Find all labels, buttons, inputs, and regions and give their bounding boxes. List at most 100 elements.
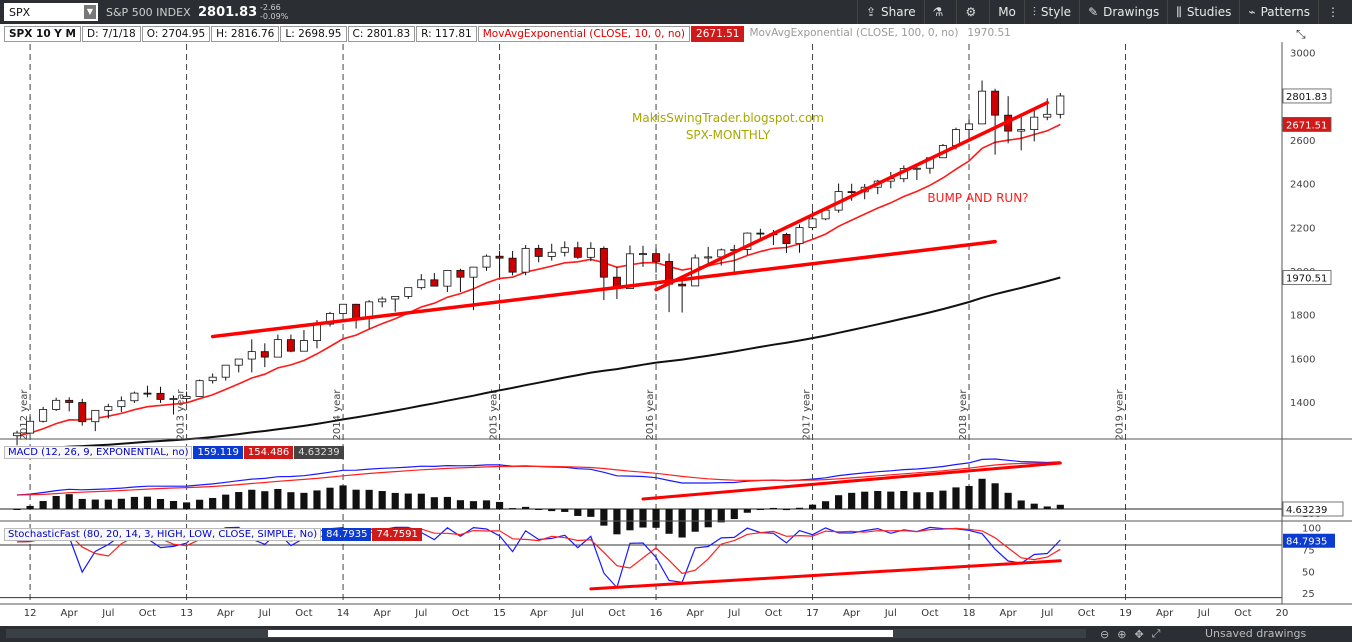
- year-label: 2019 year: [1115, 389, 1126, 441]
- macd-value-tag-text: 4.63239: [1286, 505, 1327, 516]
- macd-histogram-bar: [482, 500, 491, 509]
- scrollbar-thumb[interactable]: [268, 630, 893, 637]
- info-low: L: 2698.95: [280, 25, 347, 42]
- year-label: 2016 year: [645, 389, 656, 441]
- macd-study-label[interactable]: MACD (12, 26, 9, EXPONENTIAL, no): [4, 445, 193, 459]
- trendlines-layer: [210, 100, 1050, 339]
- candle-body-up: [912, 167, 921, 170]
- candle: [573, 241, 582, 259]
- macd-histogram-bar: [808, 504, 817, 509]
- fit-icon[interactable]: ⤢: [1151, 627, 1161, 640]
- macd-histogram-bar: [1017, 500, 1025, 509]
- macd-histogram-bar: [65, 494, 73, 509]
- studies-button[interactable]: ⫼ Studies: [1167, 0, 1239, 24]
- stoch-study-label[interactable]: StochasticFast (80, 20, 14, 3, HIGH, LOW…: [4, 527, 322, 541]
- time-tick-label: 19: [1119, 608, 1132, 619]
- candle: [208, 373, 217, 384]
- candle: [704, 246, 713, 264]
- candle-body-up: [625, 253, 634, 289]
- candle-body-down: [495, 255, 504, 259]
- macd-histogram-bar: [861, 491, 869, 509]
- time-tick-label: 17: [806, 608, 819, 619]
- more-icon: ⋮: [1327, 5, 1339, 19]
- style-label: Style: [1040, 5, 1072, 19]
- candle: [652, 248, 661, 273]
- candle: [52, 397, 61, 412]
- candle-body-up: [326, 313, 335, 325]
- stoch-tick-label: 25: [1302, 589, 1315, 600]
- candle: [182, 391, 191, 403]
- unsaved-drawings-label[interactable]: Unsaved drawings: [1205, 627, 1307, 640]
- year-label: 2014 year: [332, 389, 343, 441]
- chevron-down-icon[interactable]: ▼: [84, 5, 96, 19]
- zoom-in-icon[interactable]: ⊕: [1117, 627, 1127, 641]
- time-scrollbar[interactable]: [6, 629, 1086, 638]
- zoom-out-icon[interactable]: ⊖: [1100, 627, 1110, 641]
- time-tick-label: 12: [24, 608, 37, 619]
- change-percent: -0.09%: [260, 12, 289, 21]
- candle-body-up: [182, 395, 191, 399]
- candle-body-up: [417, 279, 426, 289]
- pan-icon[interactable]: ✥: [1134, 627, 1144, 641]
- candle: [508, 250, 517, 276]
- candle: [378, 296, 387, 308]
- candle: [326, 311, 335, 327]
- candle: [586, 242, 595, 262]
- macd-histogram-bar: [717, 509, 725, 523]
- time-tick-label: Apr: [999, 608, 1017, 619]
- candle-body-down: [508, 257, 517, 273]
- candle: [78, 398, 87, 426]
- candle: [130, 391, 139, 403]
- style-button[interactable]: ⫶ Style: [1023, 0, 1079, 24]
- time-tick-label: Jul: [1040, 608, 1053, 619]
- drawings-button[interactable]: ✎ Drawings: [1079, 0, 1167, 24]
- symbol-input[interactable]: SPX ▼: [4, 3, 98, 21]
- trendline: [210, 239, 997, 339]
- macd-value-1: 159.119: [193, 445, 243, 459]
- annotation-title: SPX-MONTHLY: [686, 128, 771, 142]
- candle-body-up: [339, 303, 348, 314]
- candle-body-up: [312, 323, 321, 341]
- candle-body-up: [26, 420, 35, 434]
- candle: [91, 409, 100, 432]
- macd-histogram-bar: [965, 486, 973, 509]
- macd-histogram-bar: [795, 507, 804, 509]
- candle-body-up: [1043, 113, 1052, 118]
- ema100-line: [16, 276, 1061, 451]
- macd-histogram-bar: [222, 494, 230, 509]
- macd-histogram-bar: [626, 509, 634, 531]
- macd-histogram-bar: [26, 505, 34, 509]
- candle-body-down: [573, 247, 582, 258]
- time-tick-label: Apr: [61, 608, 79, 619]
- price-change: -2.66 -0.09%: [260, 3, 288, 21]
- more-button[interactable]: ⋮: [1318, 0, 1352, 24]
- candle: [195, 379, 204, 397]
- candle: [469, 266, 478, 311]
- candle-body-up: [91, 409, 100, 423]
- share-button[interactable]: ⇪ Share: [856, 0, 924, 24]
- top-toolbar: SPX ▼ S&P 500 INDEX 2801.83 -2.66 -0.09%…: [0, 0, 1352, 24]
- time-tick-label: Oct: [1234, 608, 1251, 619]
- ema10-layer: [16, 123, 1061, 437]
- info-symbol-period[interactable]: SPX 10 Y M: [4, 25, 81, 42]
- patterns-button[interactable]: ⌁ Patterns: [1239, 0, 1318, 24]
- candle-body-down: [652, 253, 661, 262]
- pencil-icon: ✎: [1088, 5, 1099, 19]
- stoch-value-1: 84.7935: [322, 527, 372, 541]
- settings-button[interactable]: ⚙: [956, 0, 989, 24]
- ema100-study-label[interactable]: MovAvgExponential (CLOSE, 100, 0, no): [749, 26, 959, 39]
- flask-icon: ⚗: [932, 5, 944, 19]
- ema10-study-label[interactable]: MovAvgExponential (CLOSE, 10, 0, no): [477, 25, 691, 42]
- time-tick-label: Oct: [765, 608, 782, 619]
- macd-histogram-bar: [678, 509, 686, 538]
- flask-button[interactable]: ⚗: [923, 0, 957, 24]
- candle: [260, 343, 269, 368]
- candle-body-up: [560, 247, 569, 253]
- candle-body-up: [1017, 129, 1026, 132]
- macd-histogram-bar: [39, 501, 47, 509]
- price-tick-label: 1600: [1290, 354, 1315, 365]
- period-button[interactable]: Mo: [989, 0, 1024, 24]
- macd-histogram-bar: [91, 499, 99, 509]
